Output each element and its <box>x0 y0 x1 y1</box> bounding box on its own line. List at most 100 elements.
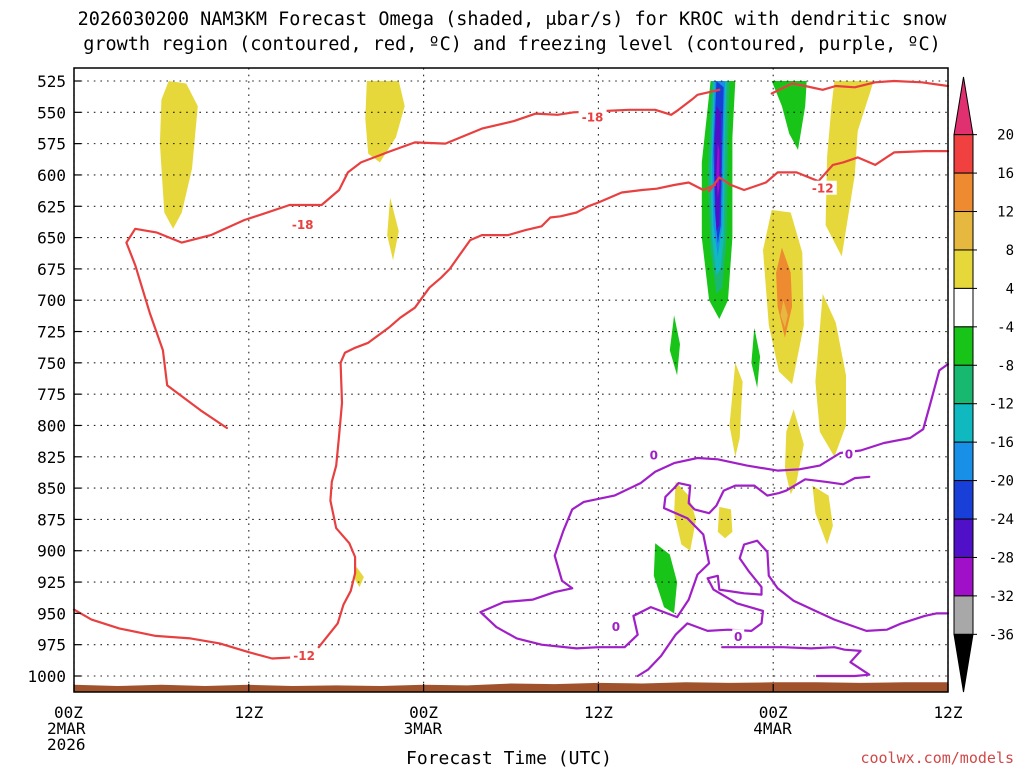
contour-label-bg-6 <box>609 619 622 634</box>
contour-label-bg-4 <box>647 447 660 462</box>
x-tick-label-48-0: 00Z <box>759 703 788 722</box>
x-axis-label: Forecast Time (UTC) <box>406 748 612 768</box>
y-axis: 525 550 575 600 625 650 675 700 725 750 775 800 825 8… <box>27 72 81 686</box>
contour-dgz-minus-12-lower <box>317 181 717 649</box>
contour-dgz-top-minus-18 <box>770 79 950 95</box>
contour-label-bg-3 <box>290 647 319 662</box>
colorbar-bin-top <box>953 76 974 136</box>
colorbar-label-8: -16 <box>989 435 1014 451</box>
contour-label-bg-1 <box>288 217 317 232</box>
y-tick-label-775: 775 <box>37 385 66 404</box>
colorbar-bin-1 <box>953 134 974 174</box>
y-tick-label-700: 700 <box>37 291 66 310</box>
colorbar-bin-12 <box>953 556 974 597</box>
colorbar-label-0: 20 <box>997 128 1014 144</box>
y-tick-label-525: 525 <box>37 72 66 91</box>
contour-freezing-level-lower <box>636 539 950 678</box>
contour-dgz-minus-12-bottom <box>72 608 314 660</box>
y-tick-label-975: 975 <box>37 636 66 655</box>
omega-shading-layer <box>159 81 874 614</box>
omega-region-7 <box>812 485 833 545</box>
colorbar-bin-3 <box>953 211 974 251</box>
contour-label-4: 0 <box>650 449 658 463</box>
contour-label-5: 0 <box>845 447 853 461</box>
colorbar-label-4: 4 <box>1006 281 1014 297</box>
contour-freezing-level-upper <box>479 363 950 650</box>
colorbar-label-1: 16 <box>997 166 1014 182</box>
colorbar-bin-13 <box>953 595 974 635</box>
contour-label-7: 0 <box>734 630 742 644</box>
colorbar-bin-9 <box>953 441 974 482</box>
omega-region-9 <box>729 362 743 457</box>
y-tick-label-600: 600 <box>37 166 66 185</box>
contour-label-bg-7 <box>732 629 745 644</box>
colorbar-label-2: 12 <box>997 205 1014 221</box>
y-tick-label-875: 875 <box>37 510 66 529</box>
colorbar-label-13: -36 <box>989 627 1014 643</box>
x-tick-label-12-0: 12Z <box>234 703 263 722</box>
y-tick-label-1000: 1000 <box>27 667 66 686</box>
contour-label-1: -18 <box>292 218 314 232</box>
chart-title-line-1: 2026030200 NAM3KM Forecast Omega (shaded… <box>78 9 948 30</box>
y-tick-label-800: 800 <box>37 416 66 435</box>
y-tick-label-750: 750 <box>37 354 66 373</box>
y-tick-label-950: 950 <box>37 604 66 623</box>
colorbar-bin-6 <box>953 326 974 366</box>
x-tick-label-48-1: 4MAR <box>753 719 792 738</box>
colorbar-bin-11 <box>953 518 974 558</box>
x-tick-label-60-0: 12Z <box>934 703 963 722</box>
colorbar-label-6: -8 <box>997 358 1014 374</box>
omega-region-17 <box>653 543 678 614</box>
contour-label-0: -18 <box>582 110 604 124</box>
colorbar-bin-5 <box>953 287 974 328</box>
omega-region-2 <box>387 197 399 261</box>
x-tick-label-24-0: 00Z <box>409 703 438 722</box>
terrain-fill <box>74 682 948 692</box>
colorbar-bin-10 <box>953 480 974 520</box>
y-tick-label-675: 675 <box>37 260 66 279</box>
contour-label-bg-2 <box>808 180 837 195</box>
y-tick-label-625: 625 <box>37 197 66 216</box>
omega-region-3 <box>353 567 364 588</box>
y-tick-label-850: 850 <box>37 479 66 498</box>
colorbar-label-11: -28 <box>989 550 1014 566</box>
credit-text: coolwx.com/models <box>860 749 1014 767</box>
y-tick-label-900: 900 <box>37 542 66 561</box>
omega-region-6 <box>815 293 846 457</box>
colorbar-label-5: -4 <box>997 320 1014 336</box>
colorbar-bin-4 <box>953 249 974 289</box>
y-tick-label-550: 550 <box>37 103 66 122</box>
y-tick-label-650: 650 <box>37 229 66 248</box>
x-tick-label-36-0: 12Z <box>584 703 613 722</box>
omega-region-13 <box>780 300 788 328</box>
omega-region-11 <box>717 506 733 539</box>
colorbar: 20 16 12 8 4 -4 -8 -12 -16 -20 -24 -28 -32 -36 <box>953 76 1014 693</box>
contour-label-2: -12 <box>812 182 834 196</box>
terrain-layer <box>74 682 948 692</box>
x-tick-label-0-1: 2MAR <box>47 719 86 738</box>
y-tick-label-575: 575 <box>37 135 66 154</box>
x-tick-label-24-1: 3MAR <box>404 719 443 738</box>
colorbar-bin-7 <box>953 364 974 405</box>
omega-region-1 <box>365 81 405 163</box>
chart-title-line-2: growth region (contoured, red, ºC) and f… <box>83 34 941 55</box>
colorbar-bin-2 <box>953 172 974 213</box>
omega-region-8 <box>784 409 804 495</box>
omega-region-12 <box>776 247 793 338</box>
contour-label-6: 0 <box>612 620 620 634</box>
x-tick-label-0-2: 2026 <box>47 735 86 754</box>
omega-region-4 <box>825 81 874 257</box>
contour-dgz-minus-18-long <box>125 88 721 430</box>
plot-frame <box>73 67 949 693</box>
contour-freezing-level-bottom <box>721 646 871 678</box>
omega-region-15 <box>669 315 680 376</box>
colorbar-bin-bottom <box>953 633 974 693</box>
grid-layer <box>73 68 949 692</box>
omega-region-24 <box>716 143 720 198</box>
contour-label-bg-5 <box>842 446 855 461</box>
colorbar-label-3: 8 <box>1006 243 1014 259</box>
y-tick-label-725: 725 <box>37 323 66 342</box>
colorbar-bin-8 <box>953 403 974 443</box>
